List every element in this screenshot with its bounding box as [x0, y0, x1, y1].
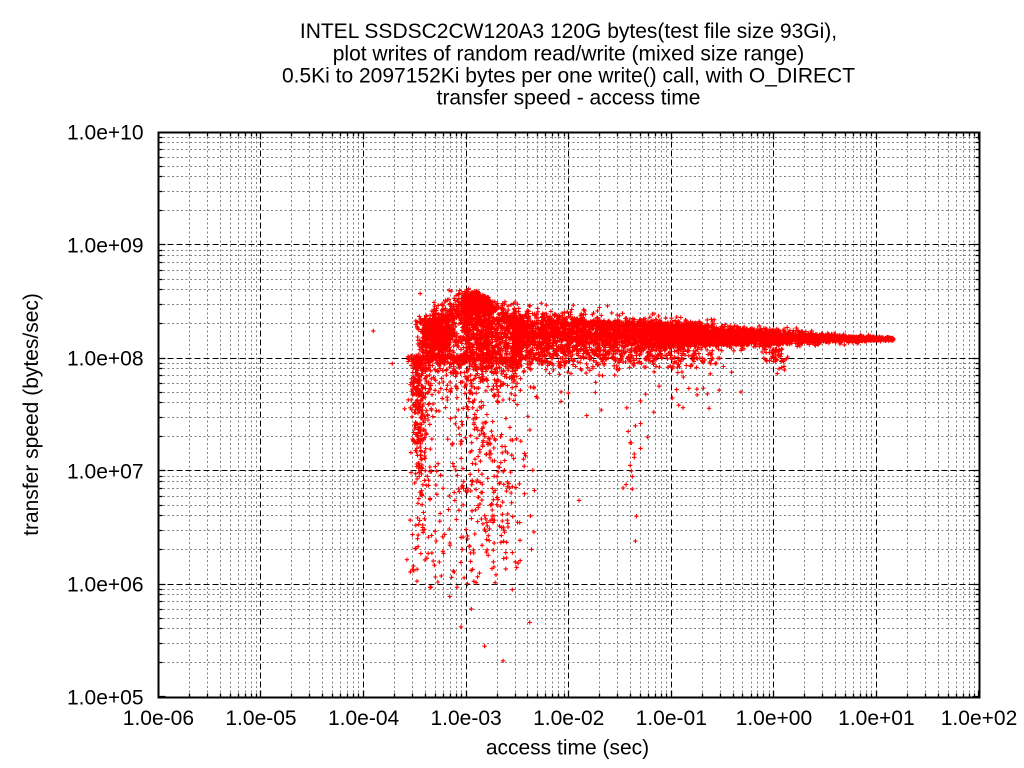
- svg-text:access time (sec): access time (sec): [486, 737, 649, 760]
- svg-text:1.0e+10: 1.0e+10: [67, 122, 144, 145]
- svg-text:1.0e-02: 1.0e-02: [533, 707, 604, 730]
- svg-text:1.0e-03: 1.0e-03: [430, 707, 501, 730]
- svg-text:1.0e+00: 1.0e+00: [736, 707, 813, 730]
- svg-text:1.0e+09: 1.0e+09: [67, 235, 144, 258]
- svg-text:1.0e+01: 1.0e+01: [838, 707, 915, 730]
- svg-text:0.5Ki to 2097152Ki bytes per o: 0.5Ki to 2097152Ki bytes per one write()…: [282, 65, 855, 88]
- svg-text:1.0e+02: 1.0e+02: [941, 707, 1018, 730]
- svg-text:1.0e-01: 1.0e-01: [636, 707, 707, 730]
- svg-text:1.0e-04: 1.0e-04: [328, 707, 400, 730]
- svg-text:1.0e+07: 1.0e+07: [67, 461, 144, 484]
- svg-text:1.0e-05: 1.0e-05: [225, 707, 296, 730]
- svg-text:1.0e-06: 1.0e-06: [123, 707, 194, 730]
- svg-text:1.0e+05: 1.0e+05: [67, 687, 144, 710]
- svg-text:1.0e+08: 1.0e+08: [67, 348, 144, 371]
- svg-text:transfer speed - access time: transfer speed - access time: [437, 87, 701, 110]
- svg-text:transfer speed (bytes/sec): transfer speed (bytes/sec): [20, 293, 43, 536]
- svg-text:INTEL SSDSC2CW120A3 120G bytes: INTEL SSDSC2CW120A3 120G bytes(test file…: [300, 20, 837, 43]
- svg-text:1.0e+06: 1.0e+06: [67, 574, 144, 597]
- svg-text:plot writes of random read/wri: plot writes of random read/write (mixed …: [333, 42, 805, 65]
